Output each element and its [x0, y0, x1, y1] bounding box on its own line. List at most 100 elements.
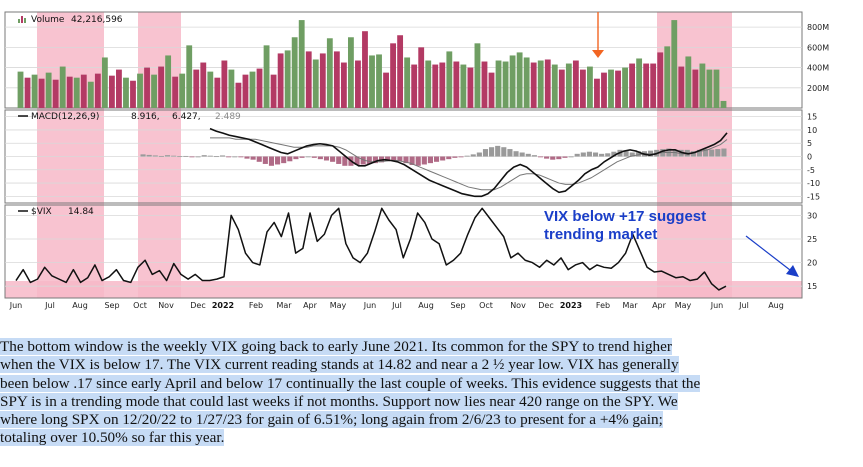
macd-histogram-bar	[427, 156, 433, 164]
volume-bar	[242, 74, 249, 108]
volume-bar	[671, 20, 678, 108]
vix-title: $VIX 14.84	[18, 207, 94, 217]
volume-title-value: 42,216,596	[71, 15, 123, 25]
volume-bar	[565, 63, 572, 108]
volume-bar	[52, 79, 59, 108]
x-tick-label: Feb	[249, 301, 263, 310]
volume-bar	[319, 53, 326, 108]
y-tick-label: 30	[807, 211, 817, 220]
macd-histogram-bar	[550, 156, 556, 160]
macd-histogram-bar	[164, 155, 171, 157]
volume-bar	[17, 71, 24, 108]
macd-histogram-bar	[415, 156, 421, 166]
macd-signal-line	[210, 137, 728, 191]
x-tick-label: 2022	[212, 301, 234, 310]
macd-histogram-bar	[372, 156, 378, 164]
macd-histogram-bar	[397, 156, 403, 162]
volume-bar	[537, 60, 544, 108]
x-tick-label: Nov	[510, 301, 526, 310]
volume-bar	[418, 47, 425, 108]
macd-histogram-bar	[537, 156, 544, 158]
volume-bar	[643, 63, 650, 108]
x-tick-label: Dec	[190, 301, 205, 310]
vix-panel-frame	[4, 204, 803, 299]
volume-bar	[685, 56, 692, 108]
volume-bar	[467, 67, 474, 108]
macd-histogram-bar	[158, 155, 164, 157]
volume-bar	[214, 77, 221, 108]
volume-bar	[87, 81, 94, 108]
volume-bar	[460, 64, 467, 108]
volume-bar	[397, 35, 404, 108]
macd-histogram-bar	[330, 156, 336, 162]
volume-bar	[594, 78, 600, 108]
highlight-band	[37, 12, 104, 298]
volume-bar	[425, 60, 432, 108]
macd-histogram-bar	[177, 156, 183, 158]
volume-bar	[664, 46, 671, 108]
volume-bar	[650, 63, 657, 108]
macd-histogram-bar	[385, 156, 391, 162]
caption-line: SPY is in a trending mode that could las…	[0, 392, 860, 411]
macd-histogram-bar	[440, 156, 446, 161]
volume-bar	[312, 59, 319, 108]
macd-histogram-bar	[171, 155, 177, 157]
macd-histogram-bar	[489, 147, 495, 157]
volume-bar	[172, 76, 179, 108]
volume-bar	[509, 55, 516, 108]
volume-bar	[101, 57, 108, 108]
macd-histogram-bar	[342, 156, 348, 166]
volume-bar	[446, 51, 453, 108]
volume-bar	[333, 51, 340, 108]
caption-line-text: where long SPX on 12/20/22 to 1/27/23 fo…	[0, 411, 663, 429]
volume-bar	[502, 61, 509, 108]
volume-bar	[636, 58, 643, 108]
macd-histogram-bar	[672, 149, 678, 157]
volume-bar	[158, 66, 165, 108]
y-tick-label: 400M	[807, 64, 829, 73]
vix-line	[15, 207, 727, 291]
vix-title-value: 14.84	[68, 207, 94, 217]
macd-histogram-bar	[275, 156, 281, 165]
macd-histogram-bar	[354, 156, 360, 165]
macd-histogram-bar	[446, 156, 452, 160]
volume-bar	[439, 62, 446, 108]
y-tick-label: 5	[807, 139, 812, 148]
volume-bar	[699, 63, 706, 108]
x-tick-label: Jun	[363, 301, 377, 310]
x-tick-label: Aug	[768, 301, 784, 310]
macd-histogram-bar	[605, 153, 611, 157]
volume-bar	[263, 45, 270, 108]
volume-bar	[151, 74, 157, 108]
macd-histogram-bar	[226, 156, 232, 158]
volume-bar	[523, 57, 530, 108]
annotation-line-2: trending market	[544, 226, 657, 243]
y-tick-label: 20	[807, 259, 817, 268]
volume-panel-frame	[4, 11, 803, 109]
macd-histogram-bar	[580, 152, 586, 157]
macd-histogram-bar	[360, 156, 366, 165]
macd-histogram-bar	[678, 149, 684, 157]
x-tick-label: 2023	[560, 301, 582, 310]
macd-histogram-bar	[574, 153, 580, 157]
macd-histogram-bar	[391, 156, 397, 161]
caption-line: totaling over 10.50% so far this year.	[0, 429, 860, 447]
vix-threshold-band	[5, 281, 802, 298]
macd-histogram-bar	[482, 149, 489, 157]
macd-histogram-bar	[715, 149, 721, 157]
macd-histogram-bar	[495, 145, 501, 157]
macd-histogram-bar	[403, 156, 409, 164]
macd-title-value-macd: 8.916,	[131, 112, 160, 122]
chart-canvas: 800M 600M 400M 200M 15 10 5 0 -5 -10 -15 30 25 20 15 J…	[4, 11, 830, 310]
macd-histogram-bar	[262, 156, 268, 164]
x-tick-label: Aug	[72, 301, 88, 310]
volume-bar	[678, 66, 685, 108]
y-tick-label: 0	[807, 153, 812, 162]
volume-bar	[348, 37, 354, 109]
volume-bar	[495, 60, 502, 108]
macd-histogram-bar	[544, 156, 550, 159]
macd-histogram-bar	[256, 156, 262, 162]
annotation-line-1: VIX below +17 suggest	[544, 208, 706, 225]
y-tick-label: 800M	[807, 23, 829, 32]
bar-chart-icon-bar	[18, 19, 20, 23]
